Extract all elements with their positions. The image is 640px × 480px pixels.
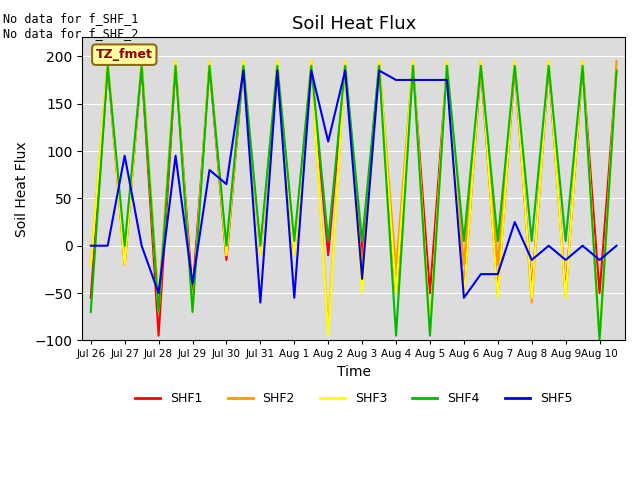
X-axis label: Time: Time [337,365,371,379]
Title: Soil Heat Flux: Soil Heat Flux [291,15,416,33]
Legend: SHF1, SHF2, SHF3, SHF4, SHF5: SHF1, SHF2, SHF3, SHF4, SHF5 [130,387,577,410]
Text: TZ_fmet: TZ_fmet [96,48,153,61]
Text: No data for f_SHF_1
No data for f_SHF_2: No data for f_SHF_1 No data for f_SHF_2 [3,12,139,40]
Y-axis label: Soil Heat Flux: Soil Heat Flux [15,141,29,237]
